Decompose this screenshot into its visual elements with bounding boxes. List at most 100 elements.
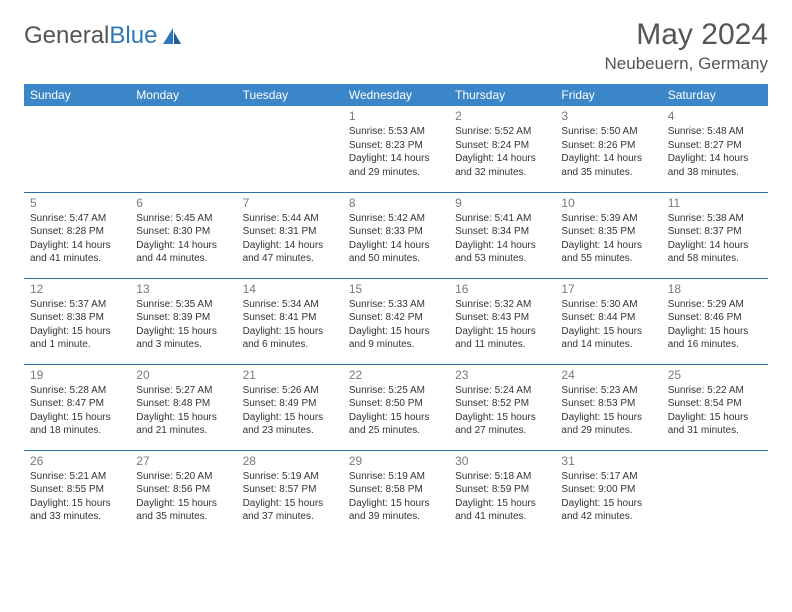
calendar-day-cell: 11Sunrise: 5:38 AMSunset: 8:37 PMDayligh…	[662, 192, 768, 278]
day-number: 9	[455, 196, 549, 210]
calendar-day-cell: 23 Sunrise: 5:24 AMSunset: 8:52 PMDayligh…	[449, 364, 555, 450]
day-number: 17	[561, 282, 655, 296]
day-number: 19	[30, 368, 124, 382]
day-number: 23	[455, 368, 549, 382]
calendar-day-cell: 30 Sunrise: 5:18 AMSunset: 8:59 PMDayligh…	[449, 450, 555, 536]
day-number: 1	[349, 109, 443, 123]
calendar-day-cell: 7Sunrise: 5:44 AMSunset: 8:31 PMDaylight…	[237, 192, 343, 278]
weekday-header: Tuesday	[237, 84, 343, 106]
calendar-body: 1 Sunrise: 5:53 AMSunset: 8:23 PMDaylight…	[24, 106, 768, 536]
day-info: Sunrise: 5:21 AMSunset: 8:55 PMDaylight:…	[30, 470, 124, 524]
weekday-header: Sunday	[24, 84, 130, 106]
day-number: 20	[136, 368, 230, 382]
calendar-day-cell: 10 Sunrise: 5:39 AMSunset: 8:35 PMDayligh…	[555, 192, 661, 278]
day-info: Sunrise: 5:37 AMSunset: 8:38 PMDaylight:…	[30, 298, 124, 352]
calendar-day-cell	[662, 450, 768, 536]
day-number: 4	[668, 109, 762, 123]
calendar-table: SundayMondayTuesdayWednesdayThursdayFrid…	[24, 84, 768, 536]
calendar-day-cell: 3 Sunrise: 5:50 AMSunset: 8:26 PMDaylight…	[555, 106, 661, 192]
calendar-week-row: 19 Sunrise: 5:28 AMSunset: 8:47 PMDayligh…	[24, 364, 768, 450]
day-number: 25	[668, 368, 762, 382]
calendar-day-cell	[24, 106, 130, 192]
day-info: Sunrise: 5:17 AMSunset: 9:00 PMDaylight:…	[561, 470, 655, 524]
day-number: 14	[243, 282, 337, 296]
calendar-day-cell: 26 Sunrise: 5:21 AMSunset: 8:55 PMDayligh…	[24, 450, 130, 536]
day-info: Sunrise: 5:23 AMSunset: 8:53 PMDaylight:…	[561, 384, 655, 438]
day-info: Sunrise: 5:20 AMSunset: 8:56 PMDaylight:…	[136, 470, 230, 524]
day-number: 2	[455, 109, 549, 123]
day-number: 5	[30, 196, 124, 210]
day-info: Sunrise: 5:47 AMSunset: 8:28 PMDaylight:…	[30, 212, 124, 266]
weekday-header: Thursday	[449, 84, 555, 106]
day-info: Sunrise: 5:50 AMSunset: 8:26 PMDaylight:…	[561, 125, 655, 179]
calendar-week-row: 1 Sunrise: 5:53 AMSunset: 8:23 PMDaylight…	[24, 106, 768, 192]
location-label: Neubeuern, Germany	[605, 54, 768, 74]
day-info: Sunrise: 5:22 AMSunset: 8:54 PMDaylight:…	[668, 384, 762, 438]
calendar-day-cell	[237, 106, 343, 192]
day-number: 21	[243, 368, 337, 382]
calendar-page: GeneralBlue May 2024 Neubeuern, Germany …	[0, 0, 792, 536]
day-number: 10	[561, 196, 655, 210]
day-number: 24	[561, 368, 655, 382]
day-number: 26	[30, 454, 124, 468]
calendar-day-cell: 14 Sunrise: 5:34 AMSunset: 8:41 PMDayligh…	[237, 278, 343, 364]
day-info: Sunrise: 5:27 AMSunset: 8:48 PMDaylight:…	[136, 384, 230, 438]
day-number: 16	[455, 282, 549, 296]
month-title: May 2024	[605, 18, 768, 52]
calendar-day-cell: 24 Sunrise: 5:23 AMSunset: 8:53 PMDayligh…	[555, 364, 661, 450]
calendar-day-cell: 27 Sunrise: 5:20 AMSunset: 8:56 PMDayligh…	[130, 450, 236, 536]
day-info: Sunrise: 5:45 AMSunset: 8:30 PMDaylight:…	[136, 212, 230, 266]
calendar-day-cell: 1 Sunrise: 5:53 AMSunset: 8:23 PMDaylight…	[343, 106, 449, 192]
day-number: 6	[136, 196, 230, 210]
calendar-day-cell: 22 Sunrise: 5:25 AMSunset: 8:50 PMDayligh…	[343, 364, 449, 450]
day-number: 8	[349, 196, 443, 210]
day-number: 3	[561, 109, 655, 123]
day-number: 22	[349, 368, 443, 382]
day-number: 30	[455, 454, 549, 468]
day-info: Sunrise: 5:53 AMSunset: 8:23 PMDaylight:…	[349, 125, 443, 179]
calendar-day-cell: 29 Sunrise: 5:19 AMSunset: 8:58 PMDayligh…	[343, 450, 449, 536]
calendar-day-cell: 6 Sunrise: 5:45 AMSunset: 8:30 PMDaylight…	[130, 192, 236, 278]
day-info: Sunrise: 5:35 AMSunset: 8:39 PMDaylight:…	[136, 298, 230, 352]
weekday-header: Friday	[555, 84, 661, 106]
day-info: Sunrise: 5:52 AMSunset: 8:24 PMDaylight:…	[455, 125, 549, 179]
calendar-day-cell: 9Sunrise: 5:41 AMSunset: 8:34 PMDaylight…	[449, 192, 555, 278]
calendar-day-cell: 15Sunrise: 5:33 AMSunset: 8:42 PMDayligh…	[343, 278, 449, 364]
day-number: 28	[243, 454, 337, 468]
day-info: Sunrise: 5:30 AMSunset: 8:44 PMDaylight:…	[561, 298, 655, 352]
weekday-header: Wednesday	[343, 84, 449, 106]
day-info: Sunrise: 5:39 AMSunset: 8:35 PMDaylight:…	[561, 212, 655, 266]
calendar-day-cell: 5 Sunrise: 5:47 AMSunset: 8:28 PMDaylight…	[24, 192, 130, 278]
calendar-week-row: 12 Sunrise: 5:37 AMSunset: 8:38 PMDayligh…	[24, 278, 768, 364]
day-info: Sunrise: 5:26 AMSunset: 8:49 PMDaylight:…	[243, 384, 337, 438]
day-info: Sunrise: 5:42 AMSunset: 8:33 PMDaylight:…	[349, 212, 443, 266]
day-number: 12	[30, 282, 124, 296]
day-info: Sunrise: 5:48 AMSunset: 8:27 PMDaylight:…	[668, 125, 762, 179]
day-info: Sunrise: 5:19 AMSunset: 8:57 PMDaylight:…	[243, 470, 337, 524]
day-info: Sunrise: 5:28 AMSunset: 8:47 PMDaylight:…	[30, 384, 124, 438]
day-number: 31	[561, 454, 655, 468]
calendar-day-cell: 12 Sunrise: 5:37 AMSunset: 8:38 PMDayligh…	[24, 278, 130, 364]
calendar-day-cell: 28 Sunrise: 5:19 AMSunset: 8:57 PMDayligh…	[237, 450, 343, 536]
day-number: 15	[349, 282, 443, 296]
brand-text-1: General	[24, 22, 109, 50]
weekday-header-row: SundayMondayTuesdayWednesdayThursdayFrid…	[24, 84, 768, 106]
calendar-day-cell: 20 Sunrise: 5:27 AMSunset: 8:48 PMDayligh…	[130, 364, 236, 450]
day-info: Sunrise: 5:29 AMSunset: 8:46 PMDaylight:…	[668, 298, 762, 352]
calendar-day-cell	[130, 106, 236, 192]
calendar-day-cell: 21 Sunrise: 5:26 AMSunset: 8:49 PMDayligh…	[237, 364, 343, 450]
day-info: Sunrise: 5:25 AMSunset: 8:50 PMDaylight:…	[349, 384, 443, 438]
calendar-day-cell: 4 Sunrise: 5:48 AMSunset: 8:27 PMDaylight…	[662, 106, 768, 192]
calendar-week-row: 26 Sunrise: 5:21 AMSunset: 8:55 PMDayligh…	[24, 450, 768, 536]
calendar-day-cell: 8 Sunrise: 5:42 AMSunset: 8:33 PMDaylight…	[343, 192, 449, 278]
day-info: Sunrise: 5:19 AMSunset: 8:58 PMDaylight:…	[349, 470, 443, 524]
calendar-day-cell: 13Sunrise: 5:35 AMSunset: 8:39 PMDayligh…	[130, 278, 236, 364]
day-info: Sunrise: 5:32 AMSunset: 8:43 PMDaylight:…	[455, 298, 549, 352]
day-info: Sunrise: 5:24 AMSunset: 8:52 PMDaylight:…	[455, 384, 549, 438]
calendar-day-cell: 17 Sunrise: 5:30 AMSunset: 8:44 PMDayligh…	[555, 278, 661, 364]
day-number: 27	[136, 454, 230, 468]
day-info: Sunrise: 5:18 AMSunset: 8:59 PMDaylight:…	[455, 470, 549, 524]
day-info: Sunrise: 5:34 AMSunset: 8:41 PMDaylight:…	[243, 298, 337, 352]
day-number: 29	[349, 454, 443, 468]
title-block: May 2024 Neubeuern, Germany	[605, 18, 768, 74]
